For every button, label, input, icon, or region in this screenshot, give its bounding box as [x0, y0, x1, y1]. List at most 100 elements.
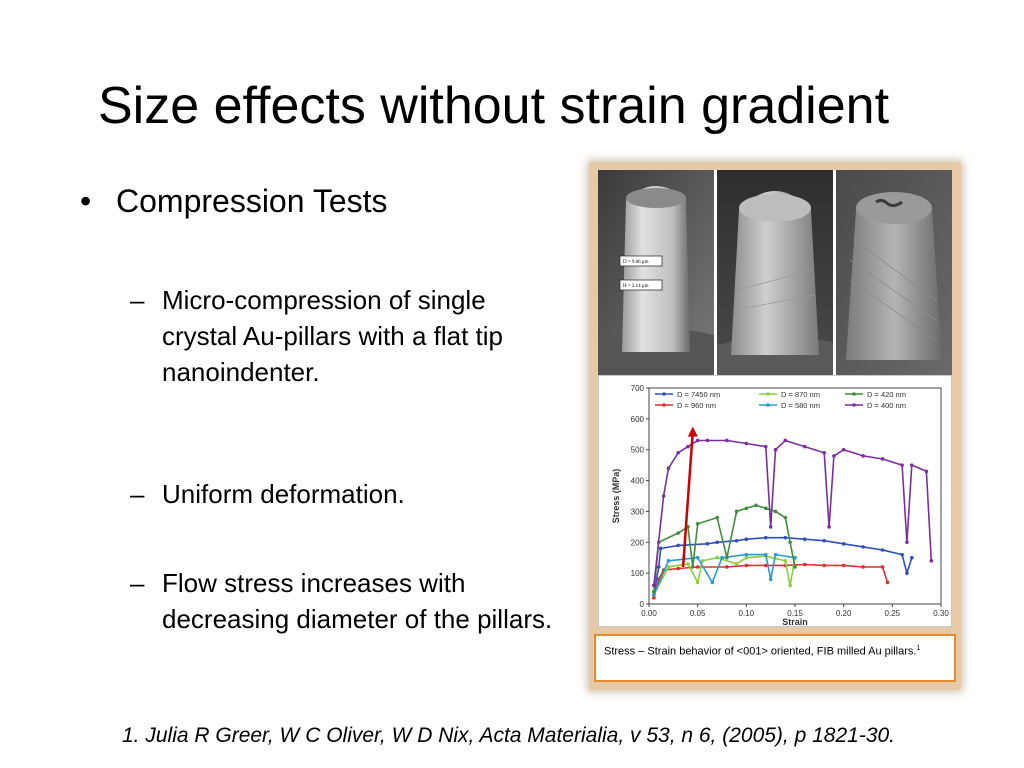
data-point	[773, 447, 778, 452]
data-point	[900, 463, 904, 467]
data-point	[900, 552, 904, 557]
data-point	[695, 521, 700, 526]
legend-marker	[662, 392, 666, 396]
data-point	[822, 451, 826, 455]
x-tick-label: 0.10	[739, 609, 755, 618]
legend-marker	[852, 392, 856, 396]
data-point	[725, 565, 729, 569]
data-point	[788, 540, 792, 545]
data-point	[686, 562, 690, 566]
data-point	[788, 583, 792, 588]
x-tick-label: 0.05	[690, 609, 706, 618]
data-point	[666, 559, 671, 563]
bullet-compression-tests: • Compression Tests	[80, 182, 388, 220]
data-point	[715, 515, 719, 520]
series-line-0	[653, 536, 913, 595]
data-point	[744, 555, 749, 560]
data-point	[656, 565, 661, 569]
data-point	[822, 563, 826, 568]
legend-marker	[662, 403, 666, 407]
bullet-dot-icon: •	[80, 183, 92, 219]
data-point	[720, 555, 724, 560]
data-point	[715, 555, 719, 560]
data-point	[768, 525, 773, 529]
data-point	[841, 447, 846, 452]
sem-pillar-compressed-image	[717, 170, 833, 375]
data-point	[686, 444, 690, 449]
data-point	[832, 454, 836, 458]
data-point	[652, 596, 656, 600]
data-point	[744, 552, 749, 557]
data-point	[861, 565, 865, 569]
dash-icon: –	[130, 568, 145, 598]
data-point	[661, 494, 666, 498]
caption-ref: 1	[916, 645, 921, 652]
data-point	[764, 444, 768, 449]
data-point	[676, 451, 680, 455]
x-tick-label: 0.25	[885, 609, 901, 618]
figure-panel: D = 9.66 μm H = 2.14 μm	[589, 162, 961, 690]
data-point	[744, 537, 749, 541]
y-axis-label: Stress (MPa)	[611, 469, 621, 524]
x-tick-label: 0.15	[787, 609, 803, 618]
data-point	[676, 531, 680, 535]
data-point	[783, 559, 788, 563]
data-point	[666, 565, 671, 569]
data-point	[658, 546, 663, 551]
data-point	[783, 515, 788, 520]
data-point	[705, 542, 710, 546]
x-tick-label: 0.20	[836, 609, 852, 618]
bullet-text: Compression Tests	[116, 183, 388, 219]
dash-icon: –	[130, 479, 145, 509]
slide-title: Size effects without strain gradient	[98, 77, 890, 135]
data-point	[754, 503, 758, 508]
legend-marker	[766, 403, 770, 407]
data-point	[764, 535, 768, 540]
subbullet-uniform-deformation: – Uniform deformation.	[130, 477, 560, 513]
legend-label: D = 580 nm	[781, 401, 820, 410]
data-point	[715, 540, 719, 545]
y-tick-label: 0	[640, 600, 645, 609]
data-point	[880, 457, 885, 461]
legend-label: D = 960 nm	[677, 401, 716, 410]
data-point	[744, 506, 749, 511]
x-tick-label: 0.30	[933, 609, 949, 618]
data-point	[734, 538, 739, 543]
y-tick-label: 300	[631, 507, 645, 516]
data-point	[666, 466, 671, 471]
series-line-2	[653, 555, 796, 596]
legend-label: D = 7450 nm	[677, 390, 720, 399]
data-point	[652, 589, 656, 594]
legend-label: D = 870 nm	[781, 390, 820, 399]
x-axis-label: Strain	[782, 617, 808, 626]
data-point	[695, 565, 700, 569]
data-point	[734, 562, 739, 566]
data-point	[764, 563, 768, 568]
subbullet-text: Uniform deformation.	[162, 479, 405, 509]
data-point	[861, 454, 865, 458]
citation: 1. Julia R Greer, W C Oliver, W D Nix, A…	[122, 724, 896, 747]
data-point	[691, 565, 695, 569]
data-point	[744, 563, 749, 568]
data-point	[764, 506, 768, 511]
data-point	[710, 580, 715, 585]
data-point	[861, 545, 865, 549]
data-point	[802, 537, 807, 541]
data-point	[725, 555, 729, 560]
trend-arrow-shaft	[681, 431, 695, 568]
data-point	[705, 438, 710, 443]
data-point	[676, 543, 680, 548]
data-point	[700, 559, 705, 563]
data-point	[768, 577, 773, 582]
data-point	[764, 552, 768, 557]
data-point	[744, 441, 749, 446]
data-point	[841, 563, 846, 568]
caption-text: Stress – Strain behavior of <001> orient…	[604, 645, 917, 658]
chart-svg: 0 100 200 300 400 500 600 700 0.00 0.05 0.10 0.15 0.…	[611, 384, 949, 627]
sem-pillar-before-image: D = 9.66 μm H = 2.14 μm	[598, 170, 714, 375]
subbullet-micro-compression: – Micro-compression of single crystal Au…	[130, 283, 560, 391]
data-point	[793, 565, 797, 569]
data-point	[783, 535, 788, 540]
data-point	[773, 552, 778, 557]
data-point	[905, 540, 909, 545]
